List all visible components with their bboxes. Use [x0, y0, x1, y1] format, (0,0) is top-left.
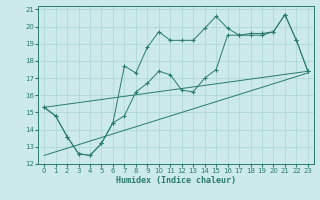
X-axis label: Humidex (Indice chaleur): Humidex (Indice chaleur) — [116, 176, 236, 185]
